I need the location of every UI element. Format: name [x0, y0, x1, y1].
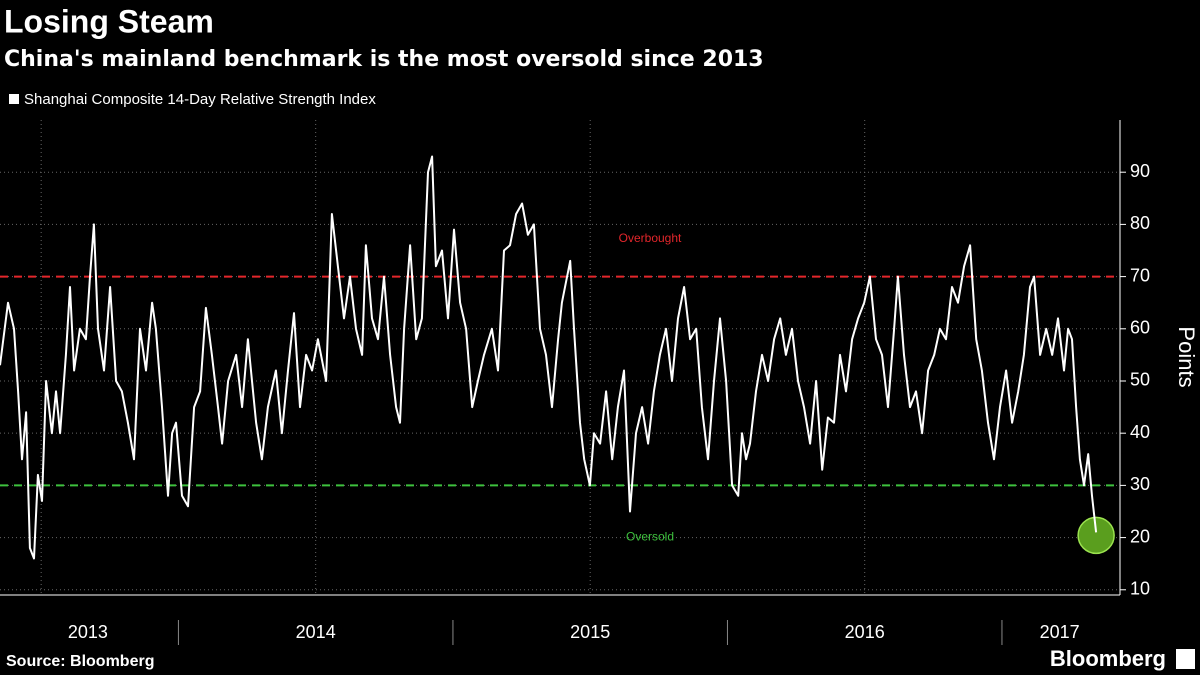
y-tick-label: 50	[1130, 370, 1150, 390]
x-tick-label: 2015	[570, 622, 610, 642]
logo: Bloomberg	[1050, 646, 1166, 671]
x-tick-label: 2014	[296, 622, 336, 642]
y-tick-label: 30	[1130, 474, 1150, 494]
x-tick-label: 2013	[68, 622, 108, 642]
y-tick-label: 20	[1130, 526, 1150, 546]
legend-swatch	[9, 94, 19, 104]
source: Source: Bloomberg	[6, 653, 154, 670]
logo-icon	[1176, 649, 1195, 669]
reference-label: Overbought	[619, 231, 682, 245]
y-axis-label: Points	[1174, 326, 1199, 387]
line	[0, 155, 1098, 560]
x-tick-label: 2016	[845, 622, 885, 642]
y-tick-label: 80	[1130, 213, 1150, 233]
y-tick-label: 90	[1130, 161, 1150, 181]
y-tick-label: 10	[1130, 579, 1150, 599]
reference-label: Oversold	[626, 530, 674, 544]
y-tick-label: 70	[1130, 265, 1150, 285]
x-tick-label: 2017	[1040, 622, 1080, 642]
y-tick-label: 40	[1130, 422, 1150, 442]
y-tick-label: 60	[1130, 318, 1150, 338]
legend-label: Shanghai Composite 14-Day Relative Stren…	[24, 91, 376, 108]
highlight	[1077, 516, 1115, 555]
chart-subtitle: China's mainland benchmark is the most o…	[4, 47, 764, 72]
chart-title: Losing Steam	[4, 3, 214, 39]
